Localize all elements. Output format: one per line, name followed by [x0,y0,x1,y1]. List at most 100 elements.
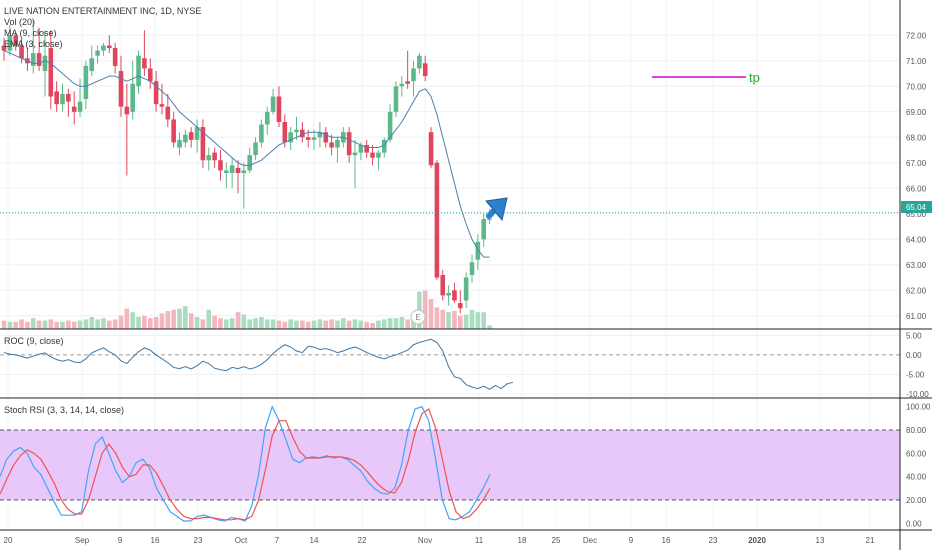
candle[interactable] [60,83,65,112]
earnings-marker[interactable]: E [410,309,426,325]
candle[interactable] [300,122,305,143]
candle[interactable] [352,139,358,189]
volume-bar [253,318,258,329]
ma-legend[interactable]: MA (9, close) [4,28,57,38]
candle[interactable] [411,60,416,97]
volume-bar [393,318,399,329]
volume-bar [118,315,124,329]
candle[interactable] [229,157,235,189]
candle[interactable] [142,30,147,77]
candle[interactable] [393,81,399,117]
candle[interactable] [7,25,13,56]
candle[interactable] [54,81,59,112]
roc-legend[interactable]: ROC (9, close) [4,336,64,347]
candle[interactable] [200,119,206,168]
candle[interactable] [317,122,323,148]
candle[interactable] [89,45,95,77]
roc-line [3,338,514,390]
candle[interactable] [247,147,252,174]
candle[interactable] [452,282,457,304]
candle[interactable] [30,20,36,74]
candle[interactable] [13,32,18,51]
candle[interactable] [241,162,247,209]
volume-bar [458,315,463,329]
candle[interactable] [159,83,165,115]
candle[interactable] [364,139,369,158]
candle[interactable] [153,71,159,112]
candle[interactable] [71,91,77,125]
candle[interactable] [95,45,100,64]
candle[interactable] [469,254,475,283]
candle[interactable] [118,55,124,117]
candle[interactable] [387,104,393,143]
candle[interactable] [405,50,410,89]
volume-bar [276,320,282,329]
roc-pane [0,334,900,395]
candle[interactable] [212,147,217,168]
candle[interactable] [112,42,118,74]
candle[interactable] [440,269,446,301]
vol-legend[interactable]: Vol (20) [4,17,36,27]
ema-legend[interactable]: EMA (3, close) [4,39,63,49]
volume-bar [487,325,492,329]
candle[interactable] [264,106,270,135]
x-tick-label: 16 [151,536,160,545]
tp-annotation[interactable]: tp [652,70,760,85]
candle[interactable] [335,137,340,163]
candle[interactable] [376,150,381,171]
candle[interactable] [188,127,194,148]
candle[interactable] [206,147,212,171]
candle[interactable] [1,37,7,61]
candle[interactable] [224,162,229,189]
candle[interactable] [475,234,481,270]
candle[interactable] [101,42,106,56]
candle[interactable] [463,272,469,309]
candle[interactable] [422,55,428,82]
candle[interactable] [276,86,282,128]
candle[interactable] [381,137,387,158]
candle[interactable] [48,30,54,110]
candle[interactable] [124,83,130,176]
candle[interactable] [270,88,276,115]
candle[interactable] [177,132,182,156]
candle[interactable] [311,129,317,151]
candle[interactable] [107,35,112,54]
stoch-grid [0,429,900,501]
volume-bar [83,319,89,329]
candle[interactable] [218,150,223,181]
candle[interactable] [294,116,299,140]
candle[interactable] [130,60,135,120]
candle[interactable] [329,134,334,156]
candle[interactable] [42,30,48,97]
candle[interactable] [323,127,329,148]
candle[interactable] [259,119,264,148]
candle[interactable] [147,58,153,89]
candle[interactable] [171,111,176,148]
candle[interactable] [25,48,30,71]
candle[interactable] [428,127,434,168]
stoch-legend[interactable]: Stoch RSI (3, 3, 14, 14, close) [4,405,124,416]
roc-title: ROC (9, close) [4,336,64,346]
candle[interactable] [235,160,241,194]
candle[interactable] [399,76,405,97]
candle[interactable] [288,127,293,151]
trend-arrow[interactable] [485,197,508,222]
candle[interactable] [165,93,171,128]
candle[interactable] [481,213,486,247]
price-tick-label: 64.00 [906,235,927,244]
candle[interactable] [136,50,141,94]
candle[interactable] [253,137,258,161]
candle[interactable] [370,144,375,166]
candle[interactable] [434,160,440,281]
candle[interactable] [183,129,188,148]
candle[interactable] [77,78,83,117]
candle[interactable] [194,119,200,153]
candle[interactable] [83,60,89,110]
candle[interactable] [66,88,71,117]
candle[interactable] [458,290,463,314]
candle[interactable] [417,53,422,74]
candle[interactable] [19,37,24,64]
candle[interactable] [346,127,352,163]
price-tick-label: 72.00 [906,31,927,40]
candle[interactable] [446,285,451,306]
